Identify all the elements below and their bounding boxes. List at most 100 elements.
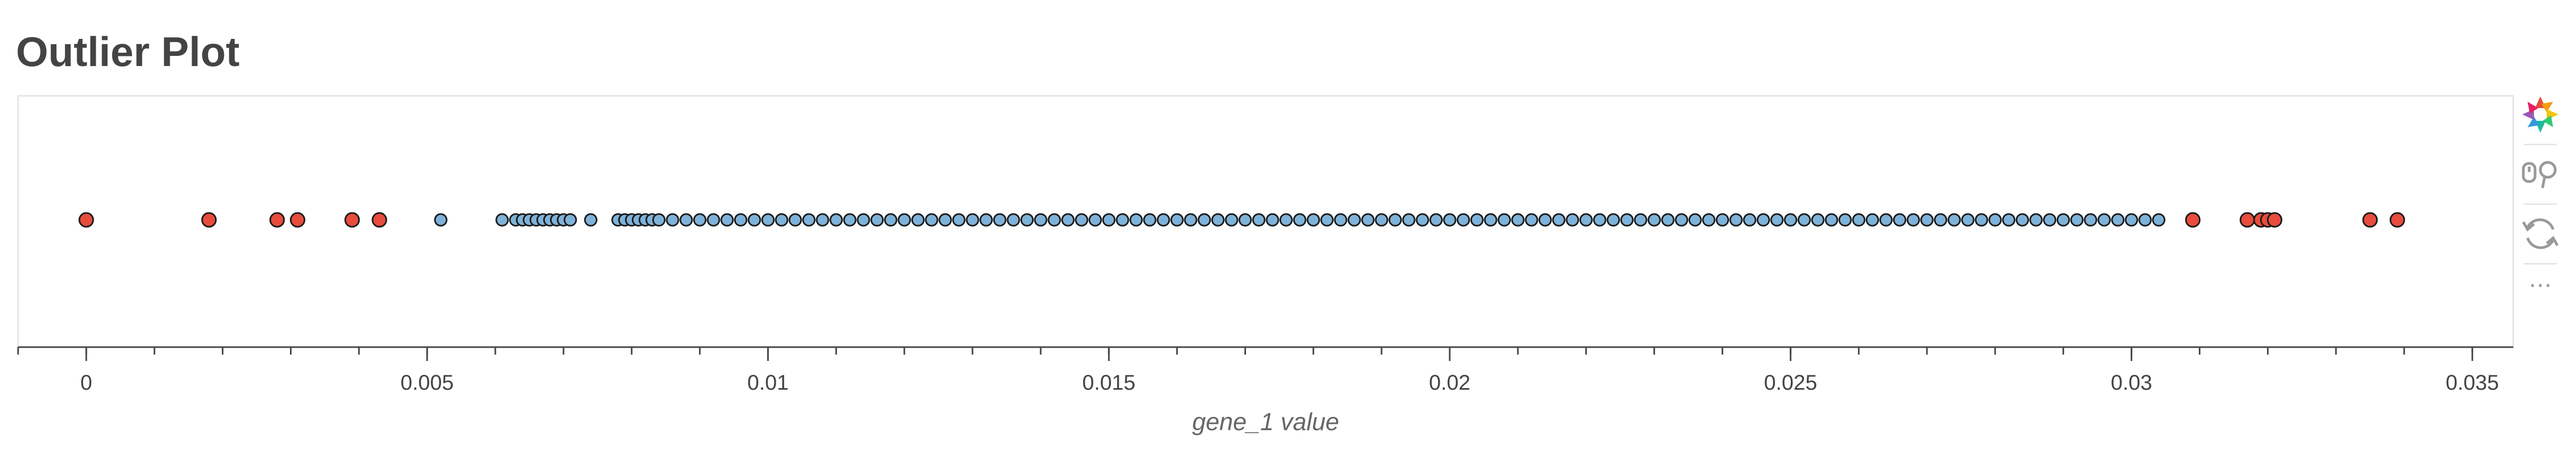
outlier-point xyxy=(2267,212,2283,228)
inlier-point xyxy=(884,213,898,227)
inlier-point xyxy=(1457,213,1470,227)
inlier-point xyxy=(1879,213,1893,227)
inlier-point xyxy=(2084,213,2098,227)
inlier-point xyxy=(720,213,734,227)
inlier-point xyxy=(1198,213,1211,227)
inlier-point xyxy=(1974,213,1988,227)
inlier-point xyxy=(2097,213,2111,227)
inlier-point xyxy=(1797,213,1811,227)
hover-icon[interactable] xyxy=(2516,150,2564,198)
x-tick-label: 0.025 xyxy=(1764,371,1817,395)
inlier-point xyxy=(1020,213,1034,227)
inlier-point xyxy=(747,213,761,227)
inlier-point xyxy=(1334,213,1348,227)
inlier-point xyxy=(993,213,1007,227)
inlier-point xyxy=(1811,213,1825,227)
inlier-point xyxy=(1920,213,1934,227)
inlier-point xyxy=(652,213,666,227)
inlier-point xyxy=(2056,213,2070,227)
inlier-point xyxy=(1211,213,1225,227)
inlier-point xyxy=(693,213,707,227)
inlier-point xyxy=(679,213,693,227)
inlier-point xyxy=(1566,213,1580,227)
inlier-point xyxy=(1034,213,1048,227)
inlier-point xyxy=(734,213,747,227)
inlier-point xyxy=(2029,213,2043,227)
inlier-point xyxy=(1116,213,1129,227)
x-tick-label: 0.035 xyxy=(2446,371,2499,395)
x-tick-label: 0.02 xyxy=(1429,371,1470,395)
inlier-point xyxy=(1961,213,1975,227)
inlier-point xyxy=(1307,213,1320,227)
inlier-point xyxy=(911,213,925,227)
inlier-point xyxy=(1279,213,1293,227)
inlier-point xyxy=(1470,213,1484,227)
inlier-point xyxy=(1702,213,1716,227)
inlier-point xyxy=(1252,213,1266,227)
inlier-point xyxy=(1007,213,1020,227)
inlier-point xyxy=(1688,213,1702,227)
outlier-point xyxy=(2185,212,2201,228)
inlier-point xyxy=(2015,213,2029,227)
inlier-point xyxy=(1239,213,1252,227)
more-icon[interactable]: ⋯ xyxy=(2529,271,2552,299)
inlier-point xyxy=(495,213,509,227)
inlier-point xyxy=(2043,213,2057,227)
inlier-point xyxy=(1348,213,1361,227)
toolbar-separator xyxy=(2524,203,2557,205)
inlier-point xyxy=(1784,213,1798,227)
bokeh-logo-icon[interactable] xyxy=(2516,91,2564,138)
inlier-point xyxy=(979,213,993,227)
inlier-point xyxy=(1825,213,1839,227)
inlier-point xyxy=(1934,213,1948,227)
inlier-point xyxy=(1770,213,1784,227)
inlier-point xyxy=(1756,213,1770,227)
inlier-point xyxy=(1484,213,1498,227)
inlier-point xyxy=(2002,213,2016,227)
outlier-point xyxy=(201,212,217,228)
inlier-point xyxy=(2138,213,2152,227)
inlier-point xyxy=(1361,213,1375,227)
outlier-point xyxy=(2239,212,2255,228)
inlier-point xyxy=(898,213,911,227)
outlier-point xyxy=(371,212,387,228)
inlier-point xyxy=(1852,213,1866,227)
inlier-point xyxy=(2070,213,2084,227)
inlier-point xyxy=(1497,213,1511,227)
inlier-point xyxy=(1675,213,1689,227)
inlier-point xyxy=(1538,213,1552,227)
inlier-point xyxy=(1647,213,1661,227)
inlier-point xyxy=(1225,213,1239,227)
inlier-point xyxy=(952,213,966,227)
inlier-point xyxy=(1865,213,1879,227)
inlier-point xyxy=(857,213,870,227)
inlier-point xyxy=(1716,213,1730,227)
inlier-point xyxy=(563,213,577,227)
outlier-point xyxy=(344,212,360,228)
inlier-point xyxy=(1102,213,1116,227)
reset-icon[interactable] xyxy=(2516,210,2564,258)
toolbar-separator xyxy=(2524,263,2557,265)
inlier-point xyxy=(584,213,597,227)
inlier-point xyxy=(829,213,843,227)
x-tick-label: 0.005 xyxy=(401,371,454,395)
inlier-point xyxy=(1429,213,1443,227)
inlier-point xyxy=(1743,213,1757,227)
inlier-point xyxy=(1729,213,1743,227)
outlier-point xyxy=(289,212,305,228)
inlier-point xyxy=(2111,213,2125,227)
outlier-point xyxy=(78,212,94,228)
inlier-point xyxy=(925,213,938,227)
x-tick-label: 0.01 xyxy=(747,371,789,395)
inlier-point xyxy=(1375,213,1389,227)
inlier-point xyxy=(1320,213,1334,227)
inlier-point xyxy=(1607,213,1621,227)
plot-frame xyxy=(17,95,2514,348)
chart-title: Outlier Plot xyxy=(16,28,240,75)
inlier-point xyxy=(2152,213,2166,227)
inlier-point xyxy=(434,213,447,227)
inlier-point xyxy=(2124,213,2138,227)
x-axis-label: gene_1 value xyxy=(1192,408,1339,435)
data-points xyxy=(78,212,2405,228)
